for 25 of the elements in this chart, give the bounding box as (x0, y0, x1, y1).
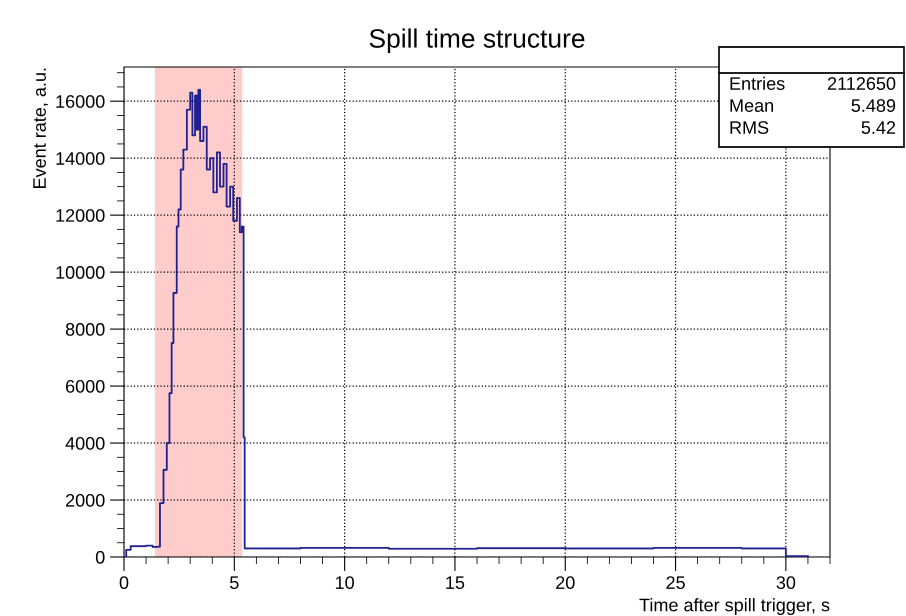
x-tick-label: 25 (666, 576, 685, 590)
x-tick-label: 20 (556, 576, 575, 590)
x-tick-label: 15 (446, 576, 464, 590)
y-axis-title: Event rate, a.u. (33, 68, 48, 188)
y-tick-label: 10000 (56, 266, 105, 279)
annotation: 2112650 (828, 77, 896, 90)
y-tick-label: 12000 (56, 209, 105, 222)
y-tick-label: 14000 (56, 152, 105, 165)
x-tick-label: 30 (776, 576, 796, 590)
x-tick-label: 10 (336, 576, 354, 590)
y-tick-label: 8000 (66, 323, 105, 336)
annotation: Mean (730, 99, 773, 112)
text: 5.42 (862, 121, 896, 134)
chart-title: Spill time structure (370, 28, 584, 54)
y-tick-label: 16000 (56, 95, 105, 108)
y-tick-label: 2000 (66, 494, 105, 507)
text: 5.489 (852, 99, 896, 112)
x-axis-title: Time after spill trigger, s (639, 598, 830, 615)
y-tick-label: 4000 (66, 436, 105, 450)
annotation: RMS (730, 121, 768, 134)
x-tick-label: 0 (120, 576, 128, 590)
y-tick-label: 0 (96, 550, 105, 564)
y-tick-label: 6000 (66, 380, 105, 393)
annotation: Entries (730, 76, 785, 90)
x-tick-label: 5 (230, 576, 239, 590)
